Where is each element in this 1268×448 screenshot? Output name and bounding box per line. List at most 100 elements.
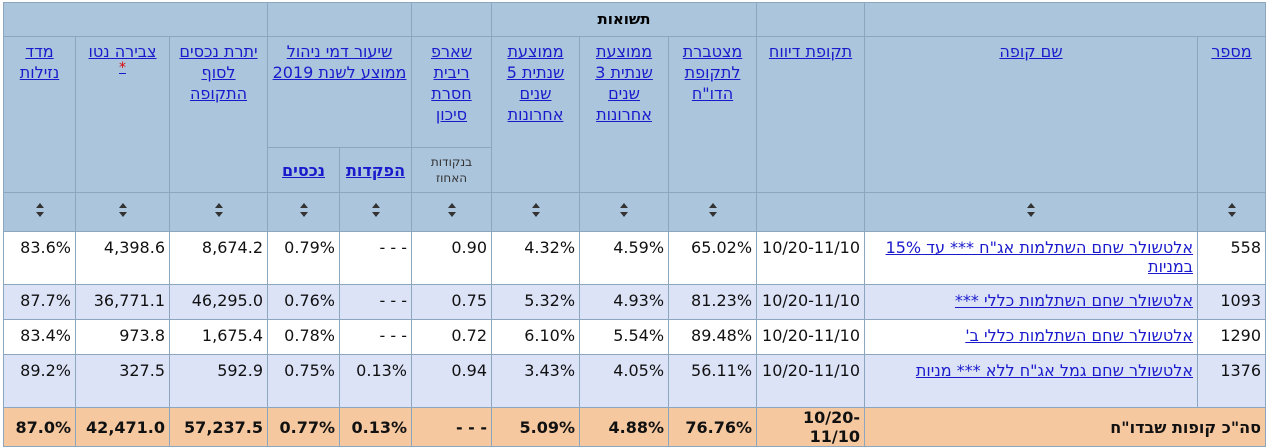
cell: 81.23%: [668, 284, 758, 320]
sort-icon[interactable]: [371, 202, 381, 218]
data-row: 1290 אלטשולר שחם השתלמות כללי ב' 10/20-11/…: [3, 319, 1267, 355]
sharpe-note: בנקודות האחוז: [411, 147, 492, 193]
header-blank: [411, 2, 492, 37]
cell: 56.11%: [668, 354, 758, 408]
col-subheader[interactable]: נכסים: [267, 147, 340, 193]
cell: 76.76%: [668, 407, 758, 447]
cell: 65.02%: [668, 231, 758, 285]
asterisk: *: [119, 60, 126, 76]
cell: 6.10%: [490, 319, 581, 355]
cell: 89.48%: [668, 319, 758, 355]
col-header[interactable]: שארפ ריבית חסרת סיכון: [411, 36, 492, 148]
col-header[interactable]: צבירה נטו *: [75, 36, 170, 193]
data-row: 1376 אלטשולר שחם גמל אג"ח ללא *** מניות 10…: [3, 354, 1267, 408]
col-header[interactable]: מספר: [1197, 36, 1267, 193]
header-blank: [864, 2, 1267, 37]
cell: - - -: [339, 231, 412, 285]
col-header[interactable]: יתרת נכסים לסוף התקופה: [169, 36, 268, 193]
header-blank: [756, 2, 866, 37]
table-body: 558 אלטשולר שחם השתלמות אג"ח *** עד 15% ב…: [3, 231, 1267, 447]
sort-cell: [668, 192, 758, 232]
sort-icon[interactable]: [118, 202, 128, 218]
cell: 10/20-11/10: [756, 407, 866, 447]
cell: 0.13%: [339, 407, 412, 447]
cell: 0.72: [411, 319, 492, 355]
col-header[interactable]: מדד נזילות: [3, 36, 76, 193]
col-header[interactable]: שיעור דמי ניהול ממוצע לשנת 2019: [267, 36, 412, 148]
cell: 0.13%: [339, 354, 412, 408]
cell: 87.0%: [3, 407, 76, 447]
cell: - - -: [411, 407, 492, 447]
cell: 42,471.0: [75, 407, 170, 447]
sort-cell: [75, 192, 170, 232]
cell: 4.32%: [490, 231, 581, 285]
cell: 3.43%: [490, 354, 581, 408]
sort-cell: [411, 192, 492, 232]
sort-icon[interactable]: [1026, 202, 1036, 218]
sort-cell: [864, 192, 1199, 232]
sort-cell: [339, 192, 412, 232]
sort-icon[interactable]: [299, 202, 309, 218]
sort-icon[interactable]: [531, 202, 541, 218]
sort-cell: [267, 192, 340, 232]
sort-icon[interactable]: [619, 202, 629, 218]
cell: 4.93%: [579, 284, 670, 320]
fund-link[interactable]: אלטשולר שחם השתלמות אג"ח *** עד 15% במני…: [885, 238, 1194, 276]
cell: 558: [1197, 231, 1267, 285]
cell: - - -: [339, 284, 412, 320]
cell: 0.78%: [267, 319, 340, 355]
sort-icon[interactable]: [214, 202, 224, 218]
cell: 1,675.4: [169, 319, 268, 355]
cell: 1376: [1197, 354, 1267, 408]
cell: 0.90: [411, 231, 492, 285]
cell: 89.2%: [3, 354, 76, 408]
col-subheader[interactable]: הפקדות: [339, 147, 412, 193]
sort-icon[interactable]: [447, 202, 457, 218]
col-header-text[interactable]: צבירה נטו: [88, 42, 157, 61]
group-header: תשואות: [490, 2, 758, 37]
cell: אלטשולר שחם גמל אג"ח ללא *** מניות: [864, 354, 1199, 408]
cell: 5.32%: [490, 284, 581, 320]
cell: 0.75%: [267, 354, 340, 408]
cell: אלטשולר שחם השתלמות כללי ב': [864, 319, 1199, 355]
sort-icon[interactable]: [35, 202, 45, 218]
sort-cell: [756, 192, 866, 232]
cell: אלטשולר שחם השתלמות כללי ***: [864, 284, 1199, 320]
col-header[interactable]: ממוצעת שנתית 5 שנים אחרונות: [490, 36, 581, 193]
cell: 4.05%: [579, 354, 670, 408]
cell: 83.6%: [3, 231, 76, 285]
header-blank: [267, 2, 412, 37]
fund-link[interactable]: אלטשולר שחם השתלמות כללי ב': [965, 326, 1194, 345]
cell: 0.79%: [267, 231, 340, 285]
cell: 36,771.1: [75, 284, 170, 320]
fund-link[interactable]: אלטשולר שחם השתלמות כללי ***: [954, 291, 1194, 310]
col-header[interactable]: מצטברת לתקופת הדו"ח: [668, 36, 758, 193]
cell: 4.88%: [579, 407, 670, 447]
cell: 0.77%: [267, 407, 340, 447]
data-row: 1093 אלטשולר שחם השתלמות כללי *** 10/20-11…: [3, 284, 1267, 320]
cell: 8,674.2: [169, 231, 268, 285]
cell: 46,295.0: [169, 284, 268, 320]
sort-icon[interactable]: [708, 202, 718, 218]
sort-cell: [1197, 192, 1267, 232]
cell: 57,237.5: [169, 407, 268, 447]
cell: 10/20-11/10: [756, 319, 866, 355]
cell: 87.7%: [3, 284, 76, 320]
cell: אלטשולר שחם השתלמות אג"ח *** עד 15% במני…: [864, 231, 1199, 285]
sort-cell: [169, 192, 268, 232]
sort-row: [3, 192, 1267, 232]
cell: 1290: [1197, 319, 1267, 355]
funds-table: תשואות מספר שם קופה תקופת דיווח מצטברת ל…: [3, 2, 1267, 447]
cell: 10/20-11/10: [756, 284, 866, 320]
fund-link[interactable]: אלטשולר שחם גמל אג"ח ללא *** מניות: [915, 361, 1194, 380]
sort-cell: [579, 192, 670, 232]
col-header[interactable]: שם קופה: [864, 36, 1199, 193]
cell: 83.4%: [3, 319, 76, 355]
col-header[interactable]: ממוצעת שנתית 3 שנים אחרונות: [579, 36, 670, 193]
data-row: 558 אלטשולר שחם השתלמות אג"ח *** עד 15% ב…: [3, 231, 1267, 285]
sort-icon[interactable]: [1227, 202, 1237, 218]
col-header[interactable]: תקופת דיווח: [756, 36, 866, 193]
cell: 1093: [1197, 284, 1267, 320]
cell: 4.59%: [579, 231, 670, 285]
sort-cell: [3, 192, 76, 232]
